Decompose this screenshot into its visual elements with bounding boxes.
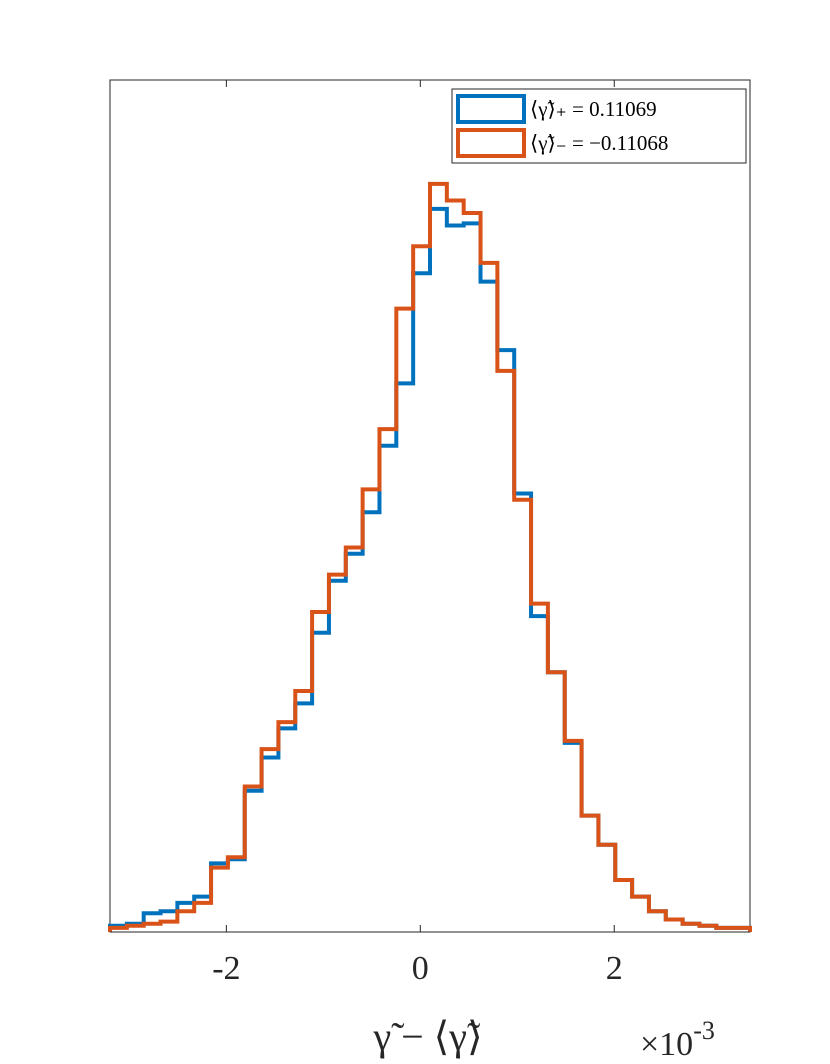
legend-label-series-2: ⟨γ̃⟩₋ = −0.11068 bbox=[530, 131, 668, 155]
x-axis-label: γ̃ − ⟨γ̃⟩ bbox=[372, 1014, 482, 1059]
x-axis-ticks: -2 0 2 bbox=[212, 80, 623, 987]
legend-box bbox=[451, 88, 747, 164]
histogram-outline-series-2 bbox=[108, 181, 752, 932]
x-axis-exponent-base: ×10 bbox=[640, 1026, 693, 1063]
x-tick-label: 0 bbox=[412, 950, 429, 987]
histogram-series-2 bbox=[108, 181, 752, 932]
x-axis-exponent-power: -3 bbox=[693, 1016, 715, 1045]
legend-swatch-series-1 bbox=[456, 94, 526, 124]
histogram-series-layer bbox=[108, 181, 752, 933]
legend-swatch-series-2 bbox=[456, 128, 526, 158]
legend: ⟨γ̃⟩₊ = 0.11069 ⟨γ̃⟩₋ = −0.11068 bbox=[451, 88, 747, 164]
x-axis-exponent: ×10-3 bbox=[640, 1016, 715, 1063]
legend-label-series-1: ⟨γ̃⟩₊ = 0.11069 bbox=[530, 97, 657, 121]
x-tick-label: 2 bbox=[606, 950, 623, 987]
x-tick-label: -2 bbox=[212, 950, 240, 987]
